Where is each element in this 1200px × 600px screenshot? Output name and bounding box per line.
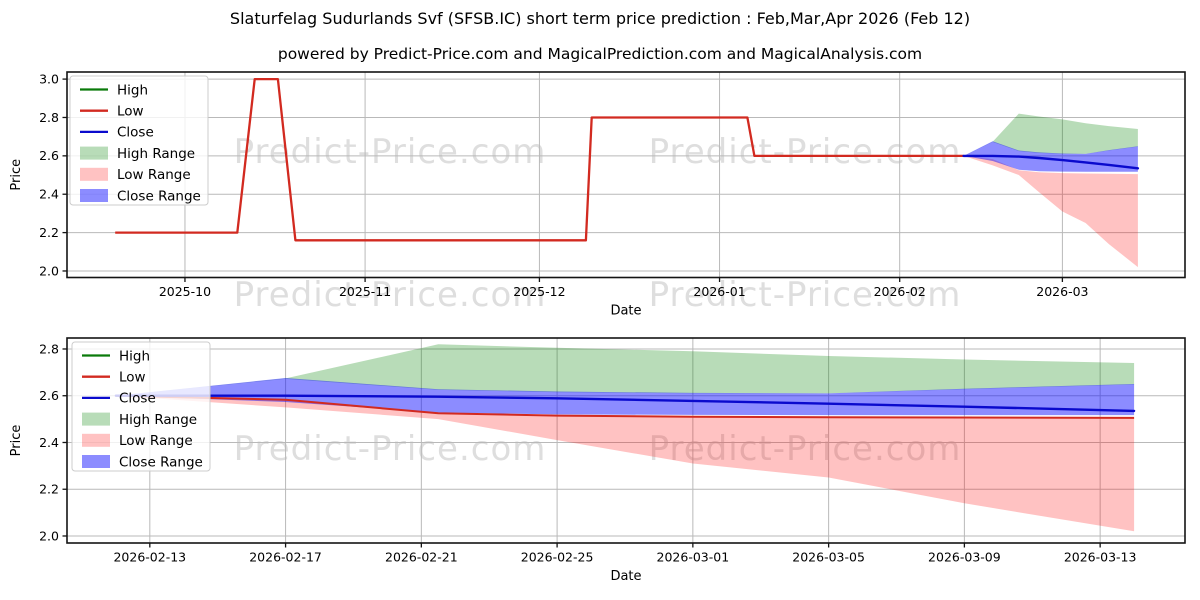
legend: High Low Close High Range Low Range Close Ran… (71, 341, 211, 472)
legend-label: High (117, 82, 148, 98)
y-tick-label: 2.0 (39, 263, 59, 278)
high-range-area (963, 113, 1138, 156)
x-tick-label: 2026-02-21 (385, 550, 458, 565)
low-range-area (963, 155, 1138, 268)
low-range-legend-swatch (82, 433, 110, 447)
grid (67, 72, 1185, 278)
chart-subtitle: powered by Predict-Price.com and Magical… (277, 45, 923, 63)
forecast-low-line (115, 394, 1135, 419)
high-range-area (115, 344, 1135, 396)
x-axis-label: Date (610, 304, 641, 319)
chart-title: Slaturfelag Sudurlands Svf (SFSB.IC) sho… (229, 9, 971, 28)
x-tick-label: 2026-02-13 (113, 550, 186, 565)
x-tick-label: 2026-03-05 (792, 550, 865, 565)
legend-label: Close (117, 125, 154, 141)
x-tick-label: 2026-03-01 (657, 550, 730, 565)
close-range-legend-swatch (82, 455, 110, 468)
axes-spines (66, 337, 1186, 544)
x-tick-label: 2026-01 (693, 284, 745, 299)
x-tick-label: 2025-10 (159, 284, 211, 299)
close-range-legend-swatch (80, 189, 108, 202)
forecast-close-line (962, 154, 1140, 170)
x-tick-label: 2025-11 (339, 284, 391, 299)
legend-label: Low (119, 370, 146, 386)
x-tick-label: 2026-03-13 (1064, 550, 1137, 565)
high-range-legend-swatch (80, 146, 108, 160)
y-tick-label: 2.2 (39, 225, 59, 240)
legend-label: High Range (117, 146, 195, 162)
watermark-text: Predict-Price.com (233, 275, 547, 315)
history-low-line (115, 77, 964, 242)
high-range-legend-swatch (82, 412, 110, 426)
x-tick-label: 2026-03-09 (928, 550, 1001, 565)
x-tick-label: 2026-02 (874, 284, 926, 299)
legend: High Low Close High Range Low Range Close Ran… (69, 75, 209, 206)
y-axis-label: Price (9, 159, 24, 191)
chart-history-and-forecast: 2025-10 2025-11 2025-12 2026-01 2026-02 2026-… (9, 71, 1186, 319)
legend-label: Close Range (117, 188, 201, 204)
y-tick-label: 2.4 (39, 187, 59, 202)
axis-ticks: 2026-02-13 2026-02-17 2026-02-21 2026-02-25… (39, 341, 1136, 564)
legend-label: Low Range (117, 167, 191, 183)
low-range-area (115, 395, 1135, 532)
legend-label: High (119, 348, 150, 364)
low-range-legend-swatch (80, 167, 108, 181)
watermark-text: Predict-Price.com (648, 132, 962, 172)
y-tick-label: 2.4 (39, 435, 59, 450)
watermark-text: Predict-Price.com (649, 429, 962, 469)
axis-ticks: 2025-10 2025-11 2025-12 2026-01 2026-02 2026-… (39, 71, 1088, 299)
y-tick-label: 2.8 (39, 110, 59, 125)
y-tick-label: 2.8 (39, 341, 59, 356)
axes-spines (66, 71, 1186, 279)
legend-label: Close (119, 391, 156, 407)
legend-label: High Range (119, 412, 197, 428)
legend-label: Low (117, 104, 144, 120)
watermark-text: Predict-Price.com (648, 275, 962, 315)
x-tick-label: 2025-12 (513, 284, 565, 299)
y-tick-label: 2.6 (39, 388, 59, 403)
x-tick-label: 2026-03 (1036, 284, 1088, 299)
legend-label: Low Range (119, 433, 193, 449)
chart-forecast-detail: 2026-02-13 2026-02-17 2026-02-21 2026-02-25… (9, 337, 1186, 584)
x-tick-label: 2026-02-17 (249, 550, 322, 565)
y-tick-label: 2.0 (39, 528, 59, 543)
y-axis-label: Price (9, 425, 24, 457)
x-tick-label: 2026-02-25 (521, 550, 594, 565)
y-tick-label: 2.6 (39, 148, 59, 163)
x-axis-label: Date (610, 569, 641, 584)
y-tick-label: 2.2 (39, 482, 59, 497)
forecast-close-line (114, 394, 1136, 413)
y-tick-label: 3.0 (39, 71, 59, 86)
legend-label: Close Range (119, 454, 203, 470)
